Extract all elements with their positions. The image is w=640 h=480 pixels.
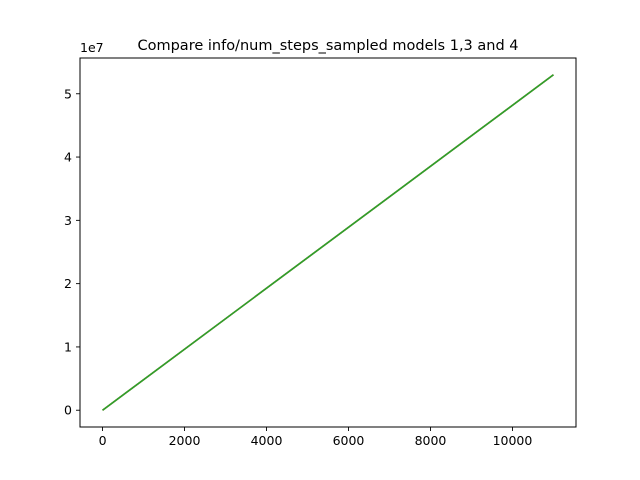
chart-title: Compare info/num_steps_sampled models 1,… <box>137 38 518 54</box>
y-tick-label: 4 <box>64 150 72 165</box>
plot-area-frame <box>79 57 577 428</box>
x-tick-label: 6000 <box>333 433 365 448</box>
x-axis: 0 2000 4000 6000 8000 10000 <box>99 427 533 448</box>
series-line-3 <box>102 74 554 411</box>
series-lines <box>102 74 554 411</box>
y-axis-offset-label: 1e7 <box>80 40 104 55</box>
y-tick-label: 3 <box>64 213 72 228</box>
x-tick-label: 2000 <box>169 433 201 448</box>
y-tick-label: 5 <box>64 86 72 101</box>
x-tick-label: 8000 <box>415 433 447 448</box>
y-tick-label: 0 <box>64 403 72 418</box>
x-tick-label: 0 <box>99 433 107 448</box>
x-tick-label: 10000 <box>493 433 533 448</box>
x-tick-label: 4000 <box>251 433 283 448</box>
y-tick-label: 2 <box>64 276 72 291</box>
y-axis: 0 1 2 3 4 5 <box>64 86 80 418</box>
y-tick-label: 1 <box>64 339 72 354</box>
